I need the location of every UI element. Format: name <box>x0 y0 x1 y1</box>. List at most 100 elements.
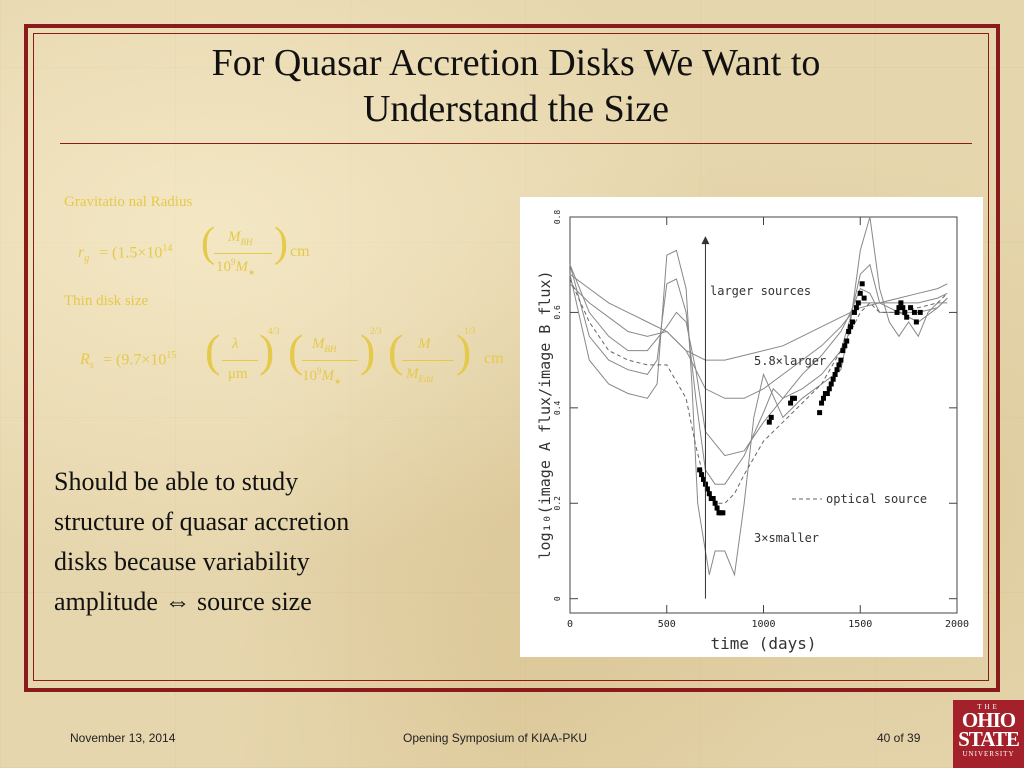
data-point <box>898 300 904 306</box>
series-line-4 <box>569 216 948 577</box>
eq-rg-sub: g <box>84 253 90 265</box>
data-point <box>820 395 826 401</box>
y-tick-label: 0.6 <box>553 305 562 320</box>
data-point <box>861 295 867 301</box>
eq-rs-f1-den: μm <box>228 366 248 382</box>
data-point <box>824 391 830 397</box>
data-point <box>838 357 844 363</box>
data-point <box>908 305 914 311</box>
eq-rg-den: 10 <box>216 259 231 275</box>
data-point <box>701 476 707 482</box>
eq-rs-f1-bar <box>222 360 258 361</box>
data-point <box>714 505 720 511</box>
data-point <box>788 400 794 406</box>
thin-disk-label: Thin disk size <box>64 293 149 309</box>
data-point <box>859 281 865 287</box>
data-point <box>848 324 854 330</box>
eq-rs-exp: 15 <box>166 350 177 361</box>
eq-rs-f2-num: M <box>312 336 325 352</box>
data-point <box>853 305 859 311</box>
eq-rs-f2-den-exp: 9 <box>317 366 322 376</box>
footer-date: November 13, 2014 <box>70 731 176 745</box>
x-tick-label: 2000 <box>945 619 969 630</box>
arrow-head <box>701 236 710 245</box>
data-point <box>842 343 848 349</box>
slide-title: For Quasar Accretion Disks We Want to Un… <box>60 40 972 132</box>
y-tick-label: 0.2 <box>553 496 562 511</box>
data-point <box>791 395 797 401</box>
x-tick-label: 0 <box>567 619 573 630</box>
data-point <box>704 486 710 492</box>
eq-rs-f3-bar <box>402 360 454 361</box>
data-point <box>846 329 852 335</box>
eq-rg-lhs: r <box>78 244 85 261</box>
data-point <box>855 300 861 306</box>
annotation-5-8-larger: 5.8×larger <box>754 354 826 368</box>
chart-svg: 0 500 1000 1500 2000 0 0.2 0.4 0.6 0.8 time (days)… <box>536 210 969 653</box>
ohio-state-logo: THE OHIO STATE UNIVERSITY <box>953 700 1024 768</box>
annotation-optical-source: optical source <box>826 492 927 506</box>
eq-rs-f3-exp: 1/3 <box>464 326 476 336</box>
body-line-3: disks because variability <box>54 547 310 576</box>
data-point <box>819 400 825 406</box>
data-point <box>857 290 863 296</box>
data-point <box>712 500 718 506</box>
eq-rs-unit: cm <box>484 350 504 367</box>
eq-rs-f2-bar <box>302 360 358 361</box>
eq-rs-f1-exp: 4/3 <box>268 326 280 336</box>
eq-rs-f3-den: M <box>406 366 419 382</box>
flux-ratio-chart: 0 500 1000 1500 2000 0 0.2 0.4 0.6 0.8 time (days)… <box>520 197 983 657</box>
eq-rs-lhs: R <box>80 351 90 368</box>
title-line-1: For Quasar Accretion Disks We Want to <box>211 42 821 84</box>
title-divider <box>60 143 972 144</box>
data-point <box>840 348 846 354</box>
logo-ohio: OHIO <box>961 708 1016 732</box>
x-tick-label: 500 <box>658 619 676 630</box>
logo-state: STATE <box>958 727 1020 751</box>
eq-rs-f3-den-sub: Edd <box>418 374 434 384</box>
data-point <box>817 410 823 416</box>
data-point <box>699 472 705 478</box>
title-line-2: Understand the Size <box>362 88 670 130</box>
y-axis-label: log₁₀(image A flux/image B flux) <box>536 271 554 560</box>
eq-rg-fraction-bar <box>214 253 272 254</box>
data-point <box>894 309 900 315</box>
series-line-5 <box>569 278 948 504</box>
eq-rg-num-sub: BH <box>240 237 253 247</box>
data-point <box>768 414 774 420</box>
series-line-3 <box>569 263 948 485</box>
body-line-2: structure of quasar accretion <box>54 507 350 536</box>
data-point <box>697 467 703 473</box>
x-axis-label: time (days) <box>711 634 817 653</box>
logo-university: UNIVERSITY <box>962 750 1015 758</box>
footer-event: Opening Symposium of KIAA-PKU <box>403 731 588 745</box>
x-tick-label: 1000 <box>751 619 775 630</box>
body-line-1: Should be able to study <box>54 467 299 496</box>
eq-rs-coeff: = (9.7×10 <box>103 351 167 369</box>
data-point <box>720 510 726 516</box>
body-line-4: amplitude ⇔ source size <box>54 587 312 616</box>
data-point <box>917 309 923 315</box>
eq-rg-exp: 14 <box>162 243 173 254</box>
data-point <box>710 495 716 501</box>
y-tick-label: 0.8 <box>553 210 562 225</box>
data-point <box>902 309 908 315</box>
series-line-0 <box>569 273 948 361</box>
series-line-1 <box>569 283 948 399</box>
data-point <box>766 419 772 425</box>
eq-rs-f2-den: 10 <box>302 368 317 384</box>
x-tick-label: 1500 <box>848 619 872 630</box>
data-point <box>850 319 856 325</box>
data-point <box>900 305 906 311</box>
eq-rg-coeff: = (1.5×10 <box>99 244 163 262</box>
body-text: Should be able to study structure of qua… <box>54 462 474 622</box>
data-point <box>844 338 850 344</box>
eq-rs-f1-num: λ <box>232 336 239 352</box>
data-point <box>911 309 917 315</box>
gravitational-radius-label: Gravitatio nal Radius <box>64 194 193 210</box>
eq-rg-den-exp: 9 <box>231 257 236 267</box>
data-point <box>851 309 857 315</box>
slide-frame-outer <box>24 24 1000 692</box>
data-point <box>832 371 838 377</box>
data-point <box>830 376 836 382</box>
